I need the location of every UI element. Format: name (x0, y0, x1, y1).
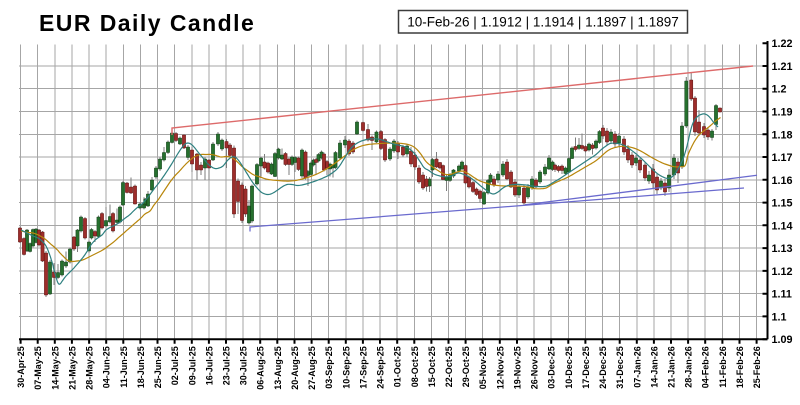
svg-text:1.12: 1.12 (772, 266, 793, 278)
svg-text:1.2: 1.2 (772, 84, 787, 96)
svg-text:12-Nov-25: 12-Nov-25 (495, 346, 505, 389)
svg-text:1.16: 1.16 (772, 175, 793, 187)
svg-text:17-Dec-25: 17-Dec-25 (581, 346, 591, 389)
svg-text:19-Nov-25: 19-Nov-25 (513, 346, 523, 389)
svg-text:10-Sep-25: 10-Sep-25 (341, 346, 351, 389)
svg-text:28-Jan-26: 28-Jan-26 (684, 346, 694, 388)
svg-text:02-Jul-25: 02-Jul-25 (170, 346, 180, 385)
svg-text:21-May-25: 21-May-25 (67, 346, 77, 390)
svg-text:03-Dec-25: 03-Dec-25 (547, 346, 557, 389)
svg-text:11-Feb-26: 11-Feb-26 (718, 346, 728, 388)
svg-text:30-Apr-25: 30-Apr-25 (16, 346, 26, 388)
svg-text:1.18: 1.18 (772, 129, 793, 141)
svg-text:23-Jul-25: 23-Jul-25 (222, 346, 232, 385)
svg-text:1.19: 1.19 (772, 107, 793, 119)
svg-text:EUR Daily Candle: EUR Daily Candle (39, 10, 255, 36)
svg-text:07-May-25: 07-May-25 (33, 346, 43, 390)
svg-text:04-Feb-26: 04-Feb-26 (701, 346, 711, 388)
svg-text:21-Jan-26: 21-Jan-26 (667, 346, 677, 388)
svg-text:1.22: 1.22 (772, 38, 793, 50)
svg-text:01-Oct-25: 01-Oct-25 (393, 346, 403, 387)
svg-text:13-Aug-25: 13-Aug-25 (273, 346, 283, 390)
svg-text:14-Jan-26: 14-Jan-26 (649, 346, 659, 388)
svg-text:18-Jun-25: 18-Jun-25 (136, 346, 146, 388)
svg-text:26-Nov-25: 26-Nov-25 (530, 346, 540, 389)
svg-text:22-Oct-25: 22-Oct-25 (444, 346, 454, 387)
svg-text:06-Aug-25: 06-Aug-25 (256, 346, 266, 390)
svg-text:30-Jul-25: 30-Jul-25 (239, 346, 249, 385)
svg-text:1.15: 1.15 (772, 198, 793, 210)
svg-text:09-Jul-25: 09-Jul-25 (187, 346, 197, 385)
svg-text:15-Oct-25: 15-Oct-25 (427, 346, 437, 387)
svg-text:31-Dec-25: 31-Dec-25 (615, 346, 625, 389)
svg-text:10-Dec-25: 10-Dec-25 (564, 346, 574, 389)
svg-text:05-Nov-25: 05-Nov-25 (478, 346, 488, 389)
svg-text:04-Jun-25: 04-Jun-25 (102, 346, 112, 388)
svg-text:29-Oct-25: 29-Oct-25 (461, 346, 471, 387)
svg-text:1.21: 1.21 (772, 61, 793, 73)
svg-text:28-May-25: 28-May-25 (85, 346, 95, 390)
svg-text:10-Feb-26 | 1.1912 | 1.1914 |: 10-Feb-26 | 1.1912 | 1.1914 | 1.1897 | 1… (407, 15, 678, 30)
svg-text:27-Aug-25: 27-Aug-25 (307, 346, 317, 390)
svg-text:16-Jul-25: 16-Jul-25 (204, 346, 214, 385)
svg-text:1.14: 1.14 (772, 220, 793, 232)
svg-text:18-Feb-26: 18-Feb-26 (735, 346, 745, 388)
svg-text:25-Feb-26: 25-Feb-26 (752, 346, 762, 388)
svg-text:03-Sep-25: 03-Sep-25 (324, 346, 334, 389)
svg-text:25-Jun-25: 25-Jun-25 (153, 346, 163, 388)
svg-text:1.1: 1.1 (772, 311, 787, 323)
svg-text:08-Oct-25: 08-Oct-25 (410, 346, 420, 387)
svg-text:14-May-25: 14-May-25 (50, 346, 60, 390)
svg-text:20-Aug-25: 20-Aug-25 (290, 346, 300, 390)
svg-text:07-Jan-26: 07-Jan-26 (632, 346, 642, 388)
svg-text:1.09: 1.09 (772, 334, 793, 346)
svg-text:24-Dec-25: 24-Dec-25 (598, 346, 608, 389)
svg-text:1.13: 1.13 (772, 243, 793, 255)
svg-text:17-Sep-25: 17-Sep-25 (358, 346, 368, 389)
svg-text:11-Jun-25: 11-Jun-25 (119, 346, 129, 388)
svg-text:1.11: 1.11 (772, 289, 792, 301)
svg-text:24-Sep-25: 24-Sep-25 (376, 346, 386, 389)
svg-text:1.17: 1.17 (772, 152, 793, 164)
